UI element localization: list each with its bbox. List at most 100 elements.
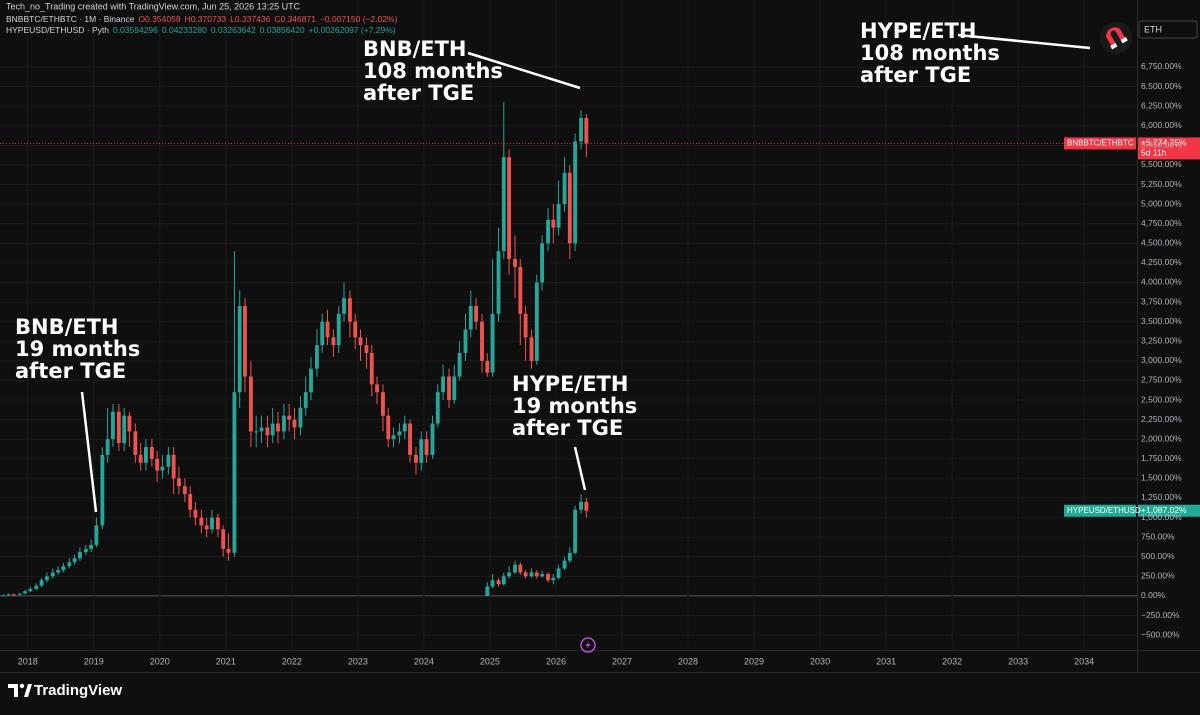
magnet-icon[interactable]: [1100, 22, 1132, 54]
y-tick-label: 500.00%: [1141, 551, 1175, 561]
candle-body: [226, 548, 231, 553]
candle-body: [160, 466, 165, 471]
price-tag-label: +5,774.75%: [1141, 138, 1187, 148]
legend-entry: HYPEUSD/ETHUSD · Pyth 0.03594296 0.0423328…: [6, 25, 396, 35]
candle-body: [171, 454, 176, 479]
candle-body: [534, 572, 539, 577]
y-tick-label: 1,750.00%: [1141, 453, 1182, 463]
candle-body: [270, 423, 275, 436]
candle-body: [348, 298, 352, 322]
annotation-line: 19 months: [15, 337, 140, 361]
annotation-line: HYPE/ETH: [860, 19, 976, 43]
y-tick-label: −250.00%: [1141, 610, 1180, 620]
series-name-label: BNBBTC/ETHBTC: [1067, 139, 1134, 148]
candle-body: [579, 501, 583, 510]
x-tick-label: 2029: [744, 656, 764, 666]
candle-body: [430, 423, 435, 455]
y-tick-label: 4,750.00%: [1141, 218, 1182, 228]
x-tick-label: 2034: [1074, 656, 1094, 666]
candle-body: [149, 447, 154, 459]
candle-body: [221, 529, 226, 549]
annotation-line: BNB/ETH: [363, 37, 467, 61]
candle-body: [534, 282, 539, 361]
y-tick-label: 5,750.00%: [1141, 140, 1182, 150]
candle-body: [402, 423, 407, 432]
candle-body: [320, 321, 325, 346]
x-tick-label: 2024: [414, 656, 434, 666]
candle-body: [72, 558, 77, 563]
candle-body: [414, 454, 418, 463]
candle-body: [490, 580, 495, 587]
candle-body: [523, 313, 528, 338]
candle-body: [166, 454, 171, 467]
candle-body: [579, 117, 583, 142]
candle-body: [584, 501, 589, 511]
candle-body: [457, 353, 462, 377]
candle-body: [248, 376, 253, 432]
price-tag: [1138, 137, 1200, 160]
candle-body: [325, 321, 330, 338]
candle-body: [513, 564, 517, 573]
y-tick-label: 4,000.00%: [1141, 277, 1182, 287]
candle-body: [122, 415, 127, 444]
candle-body: [364, 345, 369, 354]
series: +5,774.75%5d 11h BNBBTC/ETHBTC: [0, 102, 1200, 597]
candle-body: [468, 305, 473, 330]
candle-body: [556, 204, 561, 228]
candle-body: [435, 392, 440, 424]
candle-body: [358, 337, 363, 346]
candle-body: [490, 313, 495, 373]
y-tick-label: 0.00%: [1141, 590, 1166, 600]
candle-body: [386, 415, 391, 440]
candle-body: [573, 509, 578, 553]
candle-body: [397, 431, 402, 436]
candle-body: [182, 486, 187, 495]
x-tick-label: 2030: [810, 656, 830, 666]
candle-body: [28, 588, 33, 592]
symbol-search-text: ETH: [1144, 24, 1162, 34]
legend: BNBBTC/ETHBTC · 1M · Binance O0.354058 H0.…: [6, 14, 398, 35]
candle-body: [474, 305, 478, 322]
annotation-line: after TGE: [15, 359, 126, 383]
symbol-search[interactable]: [1138, 20, 1198, 39]
x-tick-label: 2021: [216, 656, 236, 666]
candle-body: [298, 407, 303, 428]
annotation: HYPE/ETH 19 months after TGE: [512, 372, 637, 491]
x-tick-label: 2027: [612, 656, 632, 666]
candle-body: [546, 573, 550, 581]
legend-title: BNBBTC/ETHBTC · 1M · Binance: [6, 14, 135, 24]
candle-body: [1, 595, 6, 597]
candle-body: [567, 552, 572, 561]
candle-body: [138, 454, 143, 463]
candle-body: [105, 439, 110, 455]
y-tick-label: 3,750.00%: [1141, 296, 1182, 306]
x-tick-label: 2025: [480, 656, 500, 666]
arrow-line: [957, 33, 1091, 50]
events-icon[interactable]: [580, 637, 596, 653]
annotation: BNB/ETH 108 months after TGE: [363, 37, 581, 105]
candle-body: [61, 566, 66, 571]
y-tick-label: 5,500.00%: [1141, 159, 1182, 169]
y-tick-label: 3,500.00%: [1141, 316, 1182, 326]
y-tick-label: 2,000.00%: [1141, 433, 1182, 443]
y-tick-label: 2,250.00%: [1141, 414, 1182, 424]
candle-body: [584, 117, 589, 144]
candle-body: [336, 313, 341, 346]
candle-body: [292, 419, 297, 428]
candle-body: [281, 415, 286, 432]
candle-body: [17, 593, 22, 595]
candle-body: [518, 564, 523, 573]
candle-body: [480, 321, 484, 361]
candle-body: [342, 298, 346, 314]
candle-body: [265, 427, 270, 436]
candle-body: [529, 337, 534, 361]
y-tick-label: 6,750.00%: [1141, 61, 1182, 71]
plot: +5,774.75%5d 11hBNBBTC/ETHBTC+1,087.02%H…: [0, 102, 1200, 597]
candle-body: [369, 353, 374, 385]
annotation-line: after TGE: [363, 81, 474, 105]
candle-body: [143, 447, 148, 463]
candle-body: [50, 572, 55, 577]
header: Tech_no_Trading created with TradingView…: [6, 1, 301, 11]
annotation-line: 108 months: [363, 59, 503, 83]
